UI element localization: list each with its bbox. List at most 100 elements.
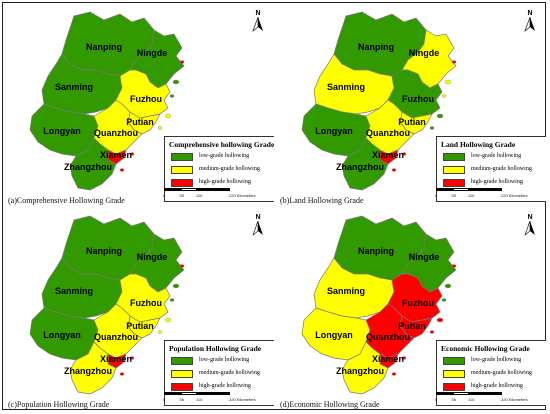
island xyxy=(179,60,185,64)
region-zhangzhou xyxy=(69,137,117,191)
city-label-fuzhou: Fuzhou xyxy=(130,298,162,308)
legend-title: Comprehensive hollowing Grade xyxy=(169,140,274,149)
legend-label-low: low-grade hollowing xyxy=(471,153,522,159)
island xyxy=(164,113,172,119)
panel-caption: (d)Economic Hollowing Grade xyxy=(280,400,380,409)
island xyxy=(401,152,407,156)
map-svg: Nanping Ningde Sanming Fuzhou Putian Longyan Q… xyxy=(29,11,185,191)
island xyxy=(451,60,457,64)
city-label-zhangzhou: Zhangzhou xyxy=(336,366,384,376)
city-label-quanzhou: Quanzhou xyxy=(94,128,138,138)
island xyxy=(391,168,397,172)
city-label-nanping: Nanping xyxy=(358,42,394,52)
scale-tick-label: 55 xyxy=(451,397,456,402)
legend-swatch-medium xyxy=(171,166,193,174)
city-label-sanming: Sanming xyxy=(327,286,365,296)
north-arrow: N xyxy=(523,10,537,32)
island xyxy=(172,283,180,289)
scale-segment xyxy=(469,392,502,395)
map-panel-land: Nanping Ningde Sanming Fuzhou Putian Longyan Q… xyxy=(276,4,546,208)
north-label: N xyxy=(255,10,261,17)
city-label-longyan: Longyan xyxy=(43,126,81,136)
scale-segment xyxy=(436,392,453,395)
map-svg: Nanping Ningde Sanming Fuzhou Putian Longyan Q… xyxy=(301,11,457,191)
scale-tick-label: 55 xyxy=(179,397,184,402)
city-label-nanping: Nanping xyxy=(86,42,122,52)
island xyxy=(169,94,175,98)
region-sanming xyxy=(41,53,123,115)
scale-bar: 0 55 110 220 Kilometers xyxy=(163,188,264,202)
scale-tick-label: 0 xyxy=(163,193,166,198)
scale-segment xyxy=(452,392,469,395)
scale-tick-label: 0 xyxy=(435,193,438,198)
island xyxy=(172,79,180,85)
scale-tick-label: 220 Kilometers xyxy=(229,397,256,402)
legend-label-medium: medium-grade hollowing xyxy=(471,370,532,376)
legend-label-medium: medium-grade hollowing xyxy=(199,166,260,172)
region-zhangzhou xyxy=(341,341,389,395)
scale-segment xyxy=(180,188,197,191)
city-label-nanping: Nanping xyxy=(358,246,394,256)
island xyxy=(179,264,185,268)
scale-tick-label: 110 xyxy=(468,193,475,198)
city-label-ningde: Ningde xyxy=(409,252,440,262)
city-label-nanping: Nanping xyxy=(86,246,122,256)
north-arrow-icon xyxy=(252,17,263,32)
city-label-zhangzhou: Zhangzhou xyxy=(64,162,112,172)
scale-segment xyxy=(180,392,197,395)
legend-swatch-medium xyxy=(443,166,465,174)
map-panel-economic: Nanping Ningde Sanming Fuzhou Putian Longyan Q… xyxy=(276,208,546,412)
legend-label-medium: medium-grade hollowing xyxy=(471,166,532,172)
scale-tick-label: 0 xyxy=(163,397,166,402)
island xyxy=(441,94,447,98)
legend-box: Population Hollowing Grade low-grade holl… xyxy=(164,340,274,406)
city-label-sanming: Sanming xyxy=(327,82,365,92)
panel-caption: (c)Population Hollowing Grade xyxy=(8,400,110,409)
island xyxy=(444,283,452,289)
region-sanming xyxy=(313,53,395,115)
island xyxy=(401,356,407,360)
city-label-zhangzhou: Zhangzhou xyxy=(64,366,112,376)
island xyxy=(429,330,435,334)
north-arrow: N xyxy=(523,214,537,236)
legend-box: Land Hollowing Grade low-grade hollowing m… xyxy=(436,136,546,202)
legend-swatch-high xyxy=(171,179,193,187)
city-label-quanzhou: Quanzhou xyxy=(366,332,410,342)
scale-segment xyxy=(436,188,453,191)
island xyxy=(436,317,444,323)
city-label-xiamen: Xiamen xyxy=(100,354,132,364)
region-zhangzhou xyxy=(341,137,389,191)
scale-tick-label: 110 xyxy=(196,193,203,198)
panel-caption: (b)Land Hollowing Grade xyxy=(280,196,364,205)
region-sanming xyxy=(313,257,395,319)
legend-label-low: low-grade hollowing xyxy=(199,153,250,159)
city-label-ningde: Ningde xyxy=(137,48,168,58)
map-svg: Nanping Ningde Sanming Fuzhou Putian Longyan Q… xyxy=(301,215,457,395)
city-label-quanzhou: Quanzhou xyxy=(366,128,410,138)
island xyxy=(436,113,444,119)
legend-label-high: high-grade hollowing xyxy=(471,179,523,185)
city-label-longyan: Longyan xyxy=(43,330,81,340)
north-arrow-icon xyxy=(524,17,535,32)
island xyxy=(129,152,135,156)
map-panel-comprehensive: Nanping Ningde Sanming Fuzhou Putian Longyan Q… xyxy=(4,4,274,208)
legend-title: Land Hollowing Grade xyxy=(441,140,516,149)
legend-label-high: high-grade hollowing xyxy=(199,383,251,389)
scale-tick-label: 220 Kilometers xyxy=(501,397,528,402)
city-label-longyan: Longyan xyxy=(315,330,353,340)
north-arrow-icon xyxy=(252,221,263,236)
region-fuzhou xyxy=(115,273,171,323)
city-label-quanzhou: Quanzhou xyxy=(94,332,138,342)
scale-bar: 0 55 110 220 Kilometers xyxy=(435,188,536,202)
legend-label-high: high-grade hollowing xyxy=(199,179,251,185)
region-fuzhou xyxy=(115,69,171,119)
scale-tick-label: 0 xyxy=(435,397,438,402)
island xyxy=(164,317,172,323)
city-label-ningde: Ningde xyxy=(409,48,440,58)
city-label-fuzhou: Fuzhou xyxy=(402,298,434,308)
north-label: N xyxy=(527,214,533,221)
island xyxy=(441,298,447,302)
scale-tick-label: 55 xyxy=(451,193,456,198)
city-label-fuzhou: Fuzhou xyxy=(130,94,162,104)
city-label-zhangzhou: Zhangzhou xyxy=(336,162,384,172)
